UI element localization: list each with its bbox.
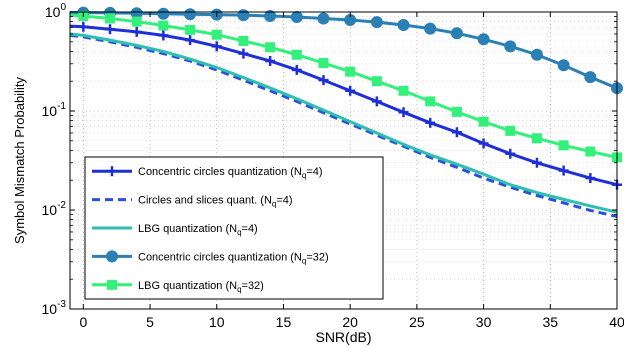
x-tick-label: 40 (609, 314, 624, 330)
series-line-3 (69, 32, 618, 214)
series-5-point (505, 125, 516, 136)
series-5-point (398, 85, 409, 96)
series-5-point (425, 96, 436, 107)
series-5-point (585, 146, 596, 157)
legend-label: Concentric circles quantization (Nq=32) (138, 251, 329, 265)
x-tick-label: 30 (476, 314, 492, 330)
series-1-point (131, 26, 142, 37)
legend-label: LBG quantization (Nq=32) (138, 280, 264, 294)
series-4-point (397, 18, 410, 31)
series-4-point (477, 33, 490, 46)
series-5-point (185, 24, 196, 35)
series-line-5 (69, 13, 618, 159)
series-5 (69, 11, 622, 163)
series-1-point (78, 21, 89, 32)
series-3 (69, 32, 618, 214)
series-4-point (424, 22, 437, 35)
series-1 (69, 21, 622, 190)
legend-entry-5: LBG quantization (Nq=32) (92, 279, 264, 294)
legend-entry-4: Concentric circles quantization (Nq=32) (92, 250, 329, 265)
series-1-point (238, 48, 249, 59)
series-1-point (478, 138, 489, 149)
series-5-point (345, 66, 356, 77)
legend-marker (107, 166, 117, 177)
series-1-point (371, 96, 382, 107)
series-1-point (585, 173, 596, 184)
legend: Concentric circles quantization (Nq=4) Ci… (84, 156, 384, 300)
x-tick-label: 20 (342, 314, 358, 330)
plot-frame (69, 11, 618, 310)
x-tick-label: 10 (209, 314, 225, 330)
ticks: 0 5 10 15 20 25 30 35 40 10-3 10-2 10-1 100 (42, 2, 624, 330)
series-4-point (557, 59, 570, 72)
legend-entry-1: Concentric circles quantization (Nq=4) (92, 166, 323, 180)
legend-box (84, 156, 384, 300)
series-4-point (290, 11, 303, 24)
series-5-point (238, 35, 249, 46)
series-2 (69, 33, 618, 218)
series-5-point (265, 42, 276, 53)
series-1-point (211, 41, 222, 52)
legend-entry-2: Circles and slices quant. (Nq=4) (92, 195, 293, 209)
legend-marker (107, 279, 117, 290)
series-1-point (451, 127, 462, 138)
series-5-point (558, 140, 569, 151)
series-5-point (318, 58, 329, 69)
series-5-point (211, 29, 222, 40)
series-5-point (478, 116, 489, 127)
series-1-point (345, 85, 356, 96)
series-1-point (531, 157, 542, 168)
y-tick-label: 10-2 (42, 200, 67, 218)
series-5-point (131, 16, 142, 27)
legend-marker (106, 250, 118, 263)
series-4-point (370, 16, 383, 29)
series-4-point (504, 40, 517, 53)
series-5-point (371, 76, 382, 87)
series-4-point (157, 7, 170, 20)
series-1-point (558, 165, 569, 176)
x-tick-label: 5 (146, 314, 154, 330)
legend-entry-3: LBG quantization (Nq=4) (92, 223, 258, 237)
y-axis-label: Symbol Mismatch Probability (12, 77, 27, 244)
series-5-point (158, 20, 169, 31)
y-tick-label: 10-1 (42, 101, 67, 119)
x-axis-label: SNR(dB) (315, 329, 371, 345)
series-4-point (584, 71, 597, 84)
y-tick-label: 10-3 (42, 299, 67, 317)
legend-label: Concentric circles quantization (Nq=4) (138, 166, 323, 180)
series-5-point (451, 106, 462, 117)
series-1-point (105, 24, 116, 35)
series-1-point (425, 117, 436, 128)
series-4-point (264, 10, 277, 23)
series-line-2 (69, 33, 618, 218)
x-tick-label: 0 (79, 314, 87, 330)
series-4-point (317, 12, 330, 25)
series-1-point (185, 35, 196, 46)
series-1-point (265, 55, 276, 66)
series-4-point (530, 48, 543, 61)
legend-label: LBG quantization (Nq=4) (138, 223, 258, 237)
y-tick-label: 100 (45, 2, 67, 20)
x-tick-label: 15 (276, 314, 292, 330)
series-1-point (158, 30, 169, 41)
series-1-point (398, 107, 409, 118)
series-1-point (318, 75, 329, 86)
series-5-point (531, 133, 542, 144)
series-layer (69, 6, 623, 218)
series-4-point (184, 8, 197, 21)
series-1-point (505, 148, 516, 159)
series-4-point (450, 27, 463, 40)
series-4-point (237, 9, 250, 22)
legend-label: Circles and slices quant. (Nq=4) (138, 195, 293, 209)
series-1-point (291, 64, 302, 75)
series-5-point (291, 49, 302, 60)
series-5-point (105, 13, 116, 24)
x-tick-label: 25 (409, 314, 425, 330)
x-tick-label: 35 (543, 314, 559, 330)
series-line-1 (69, 24, 618, 187)
